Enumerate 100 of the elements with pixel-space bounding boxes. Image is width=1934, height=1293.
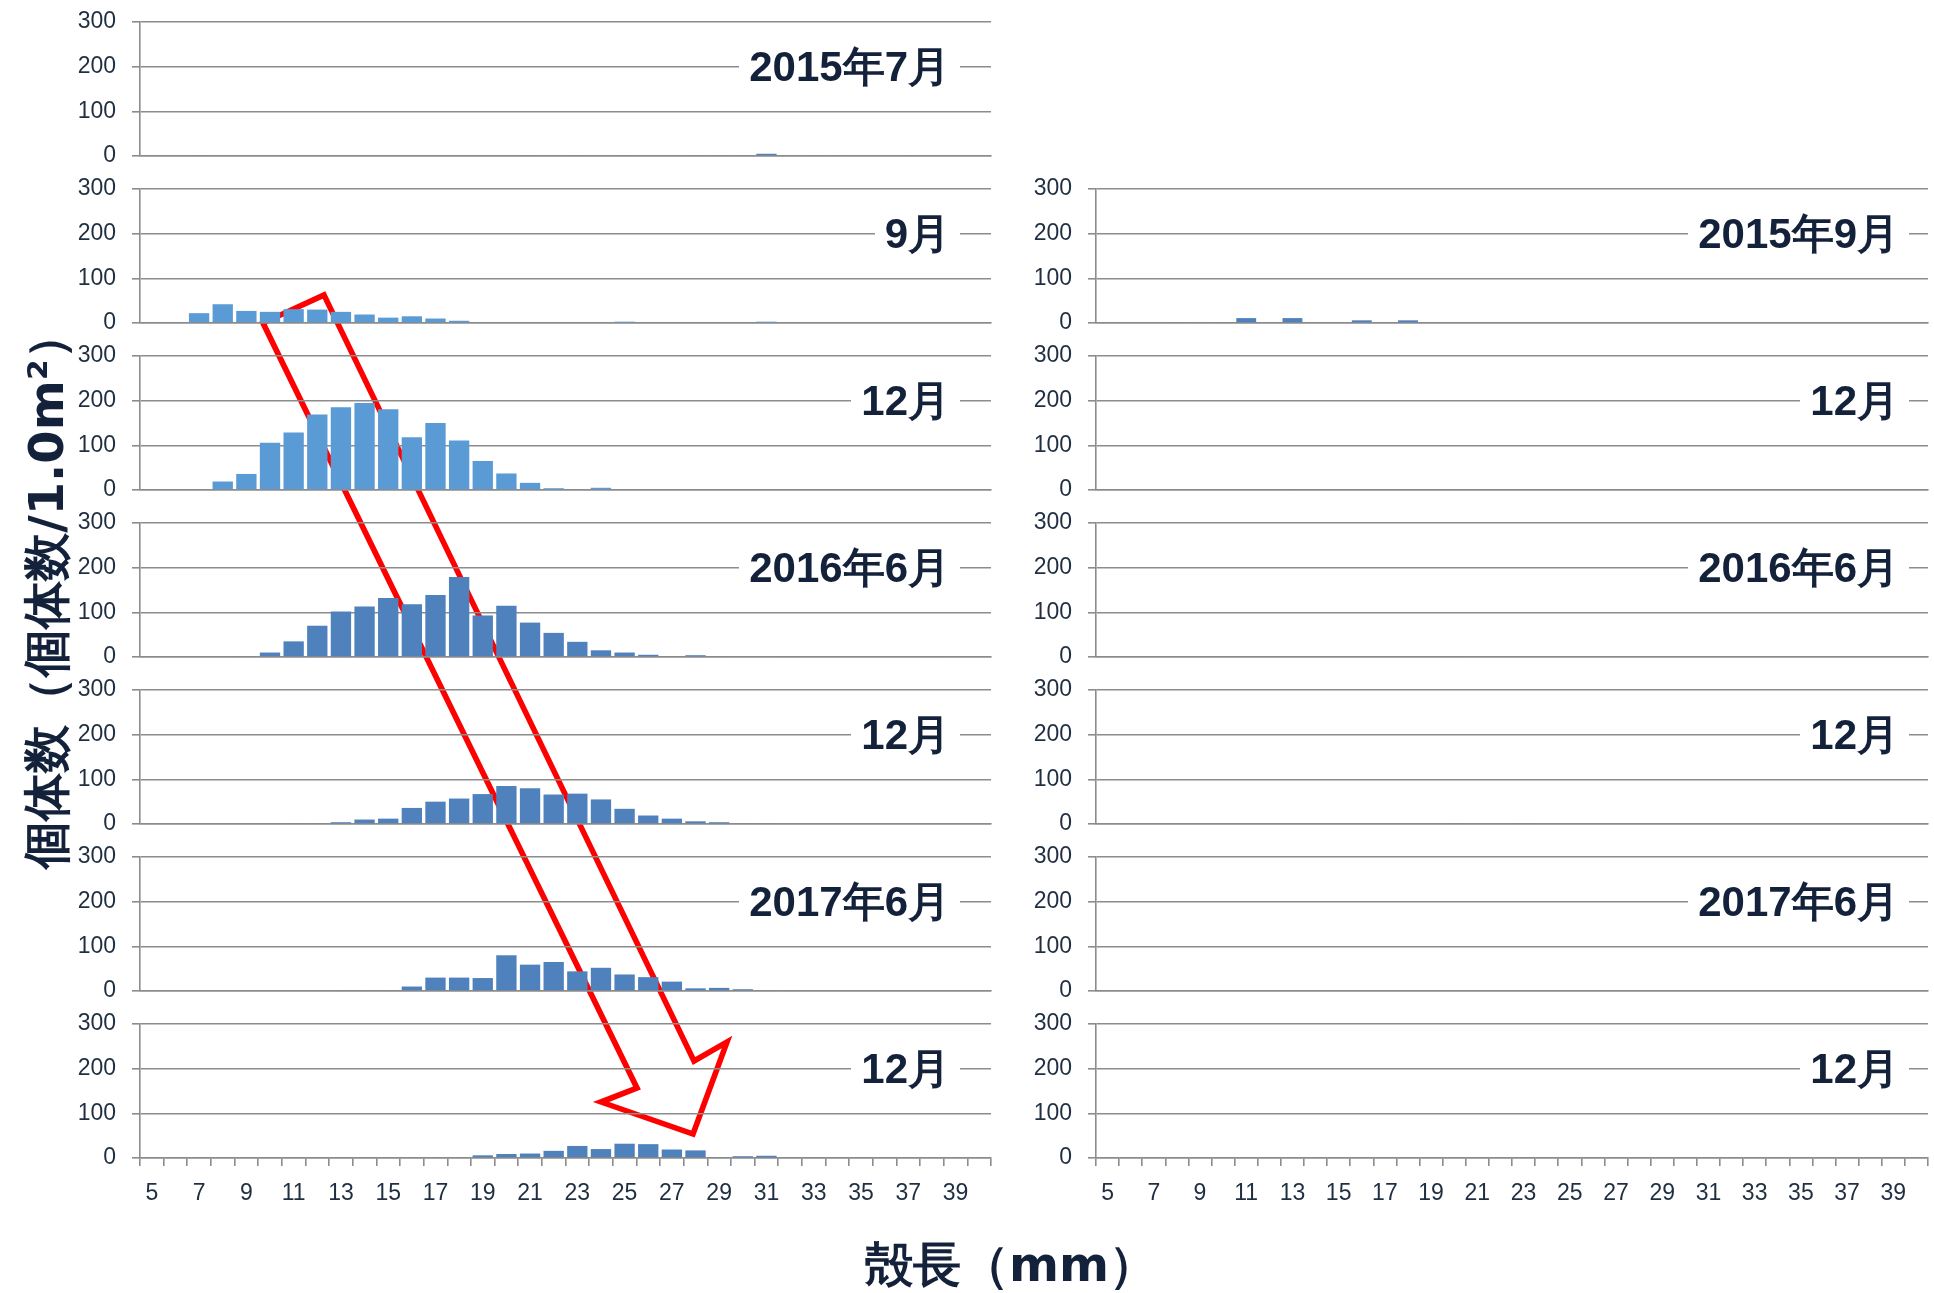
y-tick-label: 200 xyxy=(1033,553,1072,580)
x-tick-label: 5 xyxy=(145,1179,159,1206)
x-tick-label: 29 xyxy=(1649,1179,1676,1206)
bar xyxy=(567,1145,588,1158)
y-tick-label: 100 xyxy=(77,263,116,290)
bar xyxy=(283,641,304,657)
text: 2016年6月 xyxy=(739,543,960,591)
bar xyxy=(638,977,659,991)
bar xyxy=(567,641,588,657)
y-tick-label: 0 xyxy=(103,308,116,335)
x-tick-label: 9 xyxy=(239,1179,253,1206)
bar xyxy=(330,311,352,323)
text: 2017年6月 xyxy=(1688,877,1909,925)
y-tick-label: 100 xyxy=(1033,430,1072,457)
y-tick-label: 300 xyxy=(77,7,116,34)
y-tick-label: 0 xyxy=(103,642,116,669)
bar xyxy=(448,798,470,824)
x-tick-label: 17 xyxy=(422,1179,449,1206)
text: 12月 xyxy=(1800,376,1909,424)
bar xyxy=(472,978,493,991)
text: 12月 xyxy=(851,1044,960,1092)
bar xyxy=(590,1149,612,1158)
bar xyxy=(590,799,612,824)
text: 12月 xyxy=(1800,710,1909,758)
y-tick-label: 100 xyxy=(77,597,116,624)
y-tick-label: 0 xyxy=(1059,1143,1072,1170)
y-tick-label: 300 xyxy=(1033,842,1072,869)
bar xyxy=(543,794,564,824)
y-tick-label: 300 xyxy=(77,842,116,869)
x-tick-label: 25 xyxy=(1556,1179,1583,1206)
text: 2016年6月 xyxy=(1688,543,1909,591)
bar xyxy=(496,955,517,991)
y-tick-label: 0 xyxy=(1059,308,1072,335)
x-tick-label: 27 xyxy=(1603,1179,1629,1206)
text: 9月 xyxy=(874,209,960,257)
bar xyxy=(543,1150,564,1158)
y-tick-label: 100 xyxy=(1033,263,1072,290)
x-tick-label: 13 xyxy=(1279,1179,1306,1206)
bar xyxy=(519,964,541,991)
x-tick-label: 7 xyxy=(1147,1179,1161,1206)
x-tick-label: 37 xyxy=(1834,1179,1860,1206)
bar xyxy=(307,414,328,490)
bar xyxy=(661,1149,683,1158)
y-tick-label: 200 xyxy=(77,219,116,246)
text: 12月 xyxy=(851,710,960,758)
bar xyxy=(259,311,281,323)
x-tick-label: 35 xyxy=(1788,1179,1814,1206)
x-tick-label: 15 xyxy=(375,1179,402,1206)
x-tick-label: 19 xyxy=(1418,1179,1444,1206)
bar xyxy=(236,310,257,323)
bar xyxy=(378,409,399,490)
x-tick-label: 11 xyxy=(1234,1179,1259,1206)
bar xyxy=(212,481,233,490)
x-tick-label: 15 xyxy=(1325,1179,1352,1206)
y-tick-label: 200 xyxy=(77,1054,116,1081)
bar xyxy=(354,606,375,657)
bar xyxy=(307,625,328,657)
bar xyxy=(519,788,541,824)
bar xyxy=(567,971,588,991)
bar xyxy=(590,650,612,657)
x-tick-label: 11 xyxy=(281,1179,306,1206)
y-tick-label: 100 xyxy=(77,764,116,791)
y-tick-label: 300 xyxy=(1033,341,1072,368)
y-tick-label: 100 xyxy=(1033,764,1072,791)
y-tick-label: 100 xyxy=(77,931,116,958)
bar xyxy=(614,808,635,824)
y-tick-label: 200 xyxy=(77,887,116,914)
x-tick-label: 21 xyxy=(1464,1179,1491,1206)
y-tick-label: 300 xyxy=(77,341,116,368)
x-tick-label: 13 xyxy=(328,1179,354,1206)
bar xyxy=(496,605,517,657)
y-tick-label: 0 xyxy=(103,475,116,502)
bar xyxy=(425,977,446,991)
bar xyxy=(590,967,612,991)
bar xyxy=(472,794,493,824)
y-tick-label: 200 xyxy=(1033,720,1072,747)
y-axis-title: 個体数（個体数/1.0m²） xyxy=(18,311,74,869)
bar xyxy=(401,604,423,657)
bar xyxy=(283,432,304,490)
bar xyxy=(401,316,423,323)
bar xyxy=(543,632,564,657)
x-tick-label: 39 xyxy=(942,1179,969,1206)
y-tick-label: 0 xyxy=(103,976,116,1003)
bar xyxy=(188,313,210,323)
bar xyxy=(614,974,635,991)
y-tick-label: 100 xyxy=(1033,1098,1072,1125)
x-tick-label: 31 xyxy=(753,1179,780,1206)
x-axis-title: 殻長（mm） xyxy=(864,1236,1158,1292)
bar xyxy=(401,437,423,490)
bar xyxy=(401,807,423,824)
x-tick-label: 19 xyxy=(469,1179,496,1206)
y-tick-label: 200 xyxy=(1033,219,1072,246)
x-tick-label: 37 xyxy=(895,1179,922,1206)
bar xyxy=(496,1153,517,1158)
y-tick-label: 300 xyxy=(77,1009,116,1036)
x-tick-label: 17 xyxy=(1372,1179,1398,1206)
bar xyxy=(685,1150,706,1158)
bar xyxy=(472,460,493,490)
bar xyxy=(448,440,470,490)
bar xyxy=(638,1144,659,1158)
